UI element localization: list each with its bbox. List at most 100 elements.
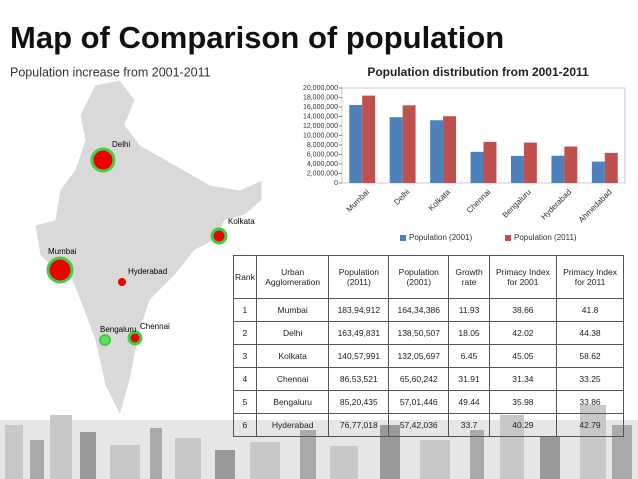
x-tick-label: Bengaluru bbox=[501, 188, 533, 220]
bar bbox=[604, 152, 618, 183]
bar bbox=[362, 95, 376, 183]
table-cell: Chennai bbox=[255, 367, 330, 391]
legend-swatch bbox=[400, 235, 406, 241]
table-cell: 140,57,991 bbox=[328, 344, 390, 368]
table-cell: 138,50,507 bbox=[388, 321, 450, 345]
table-row: 3 Kolkata 140,57,991 132,05,697 6.45 45.05 58.… bbox=[233, 344, 624, 368]
table-cell: 33.25 bbox=[556, 367, 624, 391]
table-cell: 35.98 bbox=[488, 390, 558, 414]
header-cell: Urban Agglomeration bbox=[255, 255, 330, 299]
table-cell: 38.66 bbox=[488, 298, 558, 322]
table-cell: 1 bbox=[233, 298, 257, 322]
table-cell: 86,53,521 bbox=[328, 367, 390, 391]
table-cell: 57,42,036 bbox=[388, 413, 450, 437]
header-cell: Primacy Index for 2001 bbox=[488, 255, 558, 299]
table-cell: 40.29 bbox=[488, 413, 558, 437]
header-cell: Primacy Index for 2011 bbox=[556, 255, 624, 299]
table-cell: 44.38 bbox=[556, 321, 624, 345]
table-cell: 163,49,831 bbox=[328, 321, 390, 345]
map-label: Delhi bbox=[112, 140, 130, 149]
table-cell: 57,01,446 bbox=[388, 390, 450, 414]
x-tick-label: Chennai bbox=[465, 187, 493, 215]
bar bbox=[349, 104, 363, 183]
table-cell: 65,60,242 bbox=[388, 367, 450, 391]
table-cell: 31.91 bbox=[448, 367, 490, 391]
table-row: 4 Chennai 86,53,521 65,60,242 31.91 31.34 33.2… bbox=[233, 367, 624, 391]
table-cell: 42.79 bbox=[556, 413, 624, 437]
table-cell: 11.93 bbox=[448, 298, 490, 322]
table-cell: 5 bbox=[233, 390, 257, 414]
y-tick-label: 16,000,000 bbox=[303, 104, 338, 111]
legend-label: Population (2011) bbox=[514, 233, 577, 242]
table-row: 6 Hyderabad 76,77,018 57,42,036 33.7 40.29 42.… bbox=[233, 413, 624, 437]
header-cell: Population (2001) bbox=[388, 255, 450, 299]
table-row: 2 Delhi 163,49,831 138,50,507 18.05 42.02 44.3… bbox=[233, 321, 624, 345]
x-tick-label: Mumbai bbox=[345, 187, 372, 214]
data-table: Rank Urban Agglomeration Population (2011)… bbox=[233, 255, 624, 437]
y-tick-label: 10,000,000 bbox=[303, 132, 338, 139]
table-cell: 76,77,018 bbox=[328, 413, 390, 437]
y-tick-label: 20,000,000 bbox=[303, 85, 338, 92]
x-tick-label: Kolkata bbox=[427, 187, 453, 213]
table-cell: 33.7 bbox=[448, 413, 490, 437]
map-label: Bengaluru bbox=[100, 325, 136, 334]
map-label: Chennai bbox=[140, 322, 170, 331]
table-cell: 4 bbox=[233, 367, 257, 391]
subtitle: Population increase from 2001-2011 bbox=[10, 65, 211, 79]
table-cell: Kolkata bbox=[255, 344, 330, 368]
table-cell: 2 bbox=[233, 321, 257, 345]
table-cell: 132,05,697 bbox=[388, 344, 450, 368]
table-cell: 85,20,435 bbox=[328, 390, 390, 414]
table-cell: 45.05 bbox=[488, 344, 558, 368]
slide-title: Map of Comparison of population bbox=[10, 20, 504, 55]
map-label: Mumbai bbox=[48, 247, 77, 256]
table-cell: Hyderabad bbox=[255, 413, 330, 437]
bar bbox=[389, 117, 403, 183]
y-tick-label: 8,000,000 bbox=[307, 142, 338, 149]
bar bbox=[591, 161, 605, 183]
table-row: 5 Bengaluru 85,20,435 57,01,446 49.44 35.98 33… bbox=[233, 390, 624, 414]
table-cell: 183,94,912 bbox=[328, 298, 390, 322]
table-cell: 41.8 bbox=[556, 298, 624, 322]
y-tick-label: 0 bbox=[334, 180, 338, 187]
map-label: Kolkata bbox=[228, 217, 255, 226]
map-label: Hyderabad bbox=[128, 267, 167, 276]
y-tick-label: 6,000,000 bbox=[307, 151, 338, 158]
y-tick-label: 2,000,000 bbox=[307, 170, 338, 177]
bar bbox=[402, 105, 416, 183]
y-tick-label: 18,000,000 bbox=[303, 94, 338, 101]
bar bbox=[564, 146, 578, 183]
table-cell: Delhi bbox=[255, 321, 330, 345]
header-cell: Growth rate bbox=[448, 255, 490, 299]
table-cell: Mumbai bbox=[255, 298, 330, 322]
header-row: Rank Urban Agglomeration Population (2011)… bbox=[233, 255, 624, 299]
bar bbox=[443, 116, 457, 183]
table-cell: 31.34 bbox=[488, 367, 558, 391]
x-tick-label: Delhi bbox=[392, 187, 411, 206]
table-cell: 3 bbox=[233, 344, 257, 368]
table-cell: 42.02 bbox=[488, 321, 558, 345]
table-cell: 18.05 bbox=[448, 321, 490, 345]
bar bbox=[430, 120, 444, 183]
legend-label: Population (2001) bbox=[409, 233, 472, 242]
bar bbox=[483, 141, 497, 183]
bar bbox=[551, 155, 565, 183]
table-row: 1 Mumbai 183,94,912 164,34,386 11.93 38.66 41.… bbox=[233, 298, 624, 322]
legend-swatch bbox=[505, 235, 511, 241]
table-cell: 164,34,386 bbox=[388, 298, 450, 322]
table-cell: 58.62 bbox=[556, 344, 624, 368]
bar-chart: 0 2,000,000 4,000,000 6,000,000 8,000,000 10,… bbox=[303, 85, 626, 242]
x-tick-label: Hyderabad bbox=[539, 188, 573, 222]
bar bbox=[470, 151, 484, 183]
y-tick-label: 14,000,000 bbox=[303, 113, 338, 120]
india-map bbox=[34, 79, 263, 417]
header-cell: Rank bbox=[233, 255, 257, 299]
table-cell: 33.86 bbox=[556, 390, 624, 414]
table-cell: 6.45 bbox=[448, 344, 490, 368]
chart-title: Population distribution from 2001-2011 bbox=[367, 65, 589, 79]
y-tick-label: 12,000,000 bbox=[303, 123, 338, 130]
x-tick-label: Ahmedabad bbox=[577, 188, 614, 225]
table-cell: 6 bbox=[233, 413, 257, 437]
table-cell: Bengaluru bbox=[255, 390, 330, 414]
